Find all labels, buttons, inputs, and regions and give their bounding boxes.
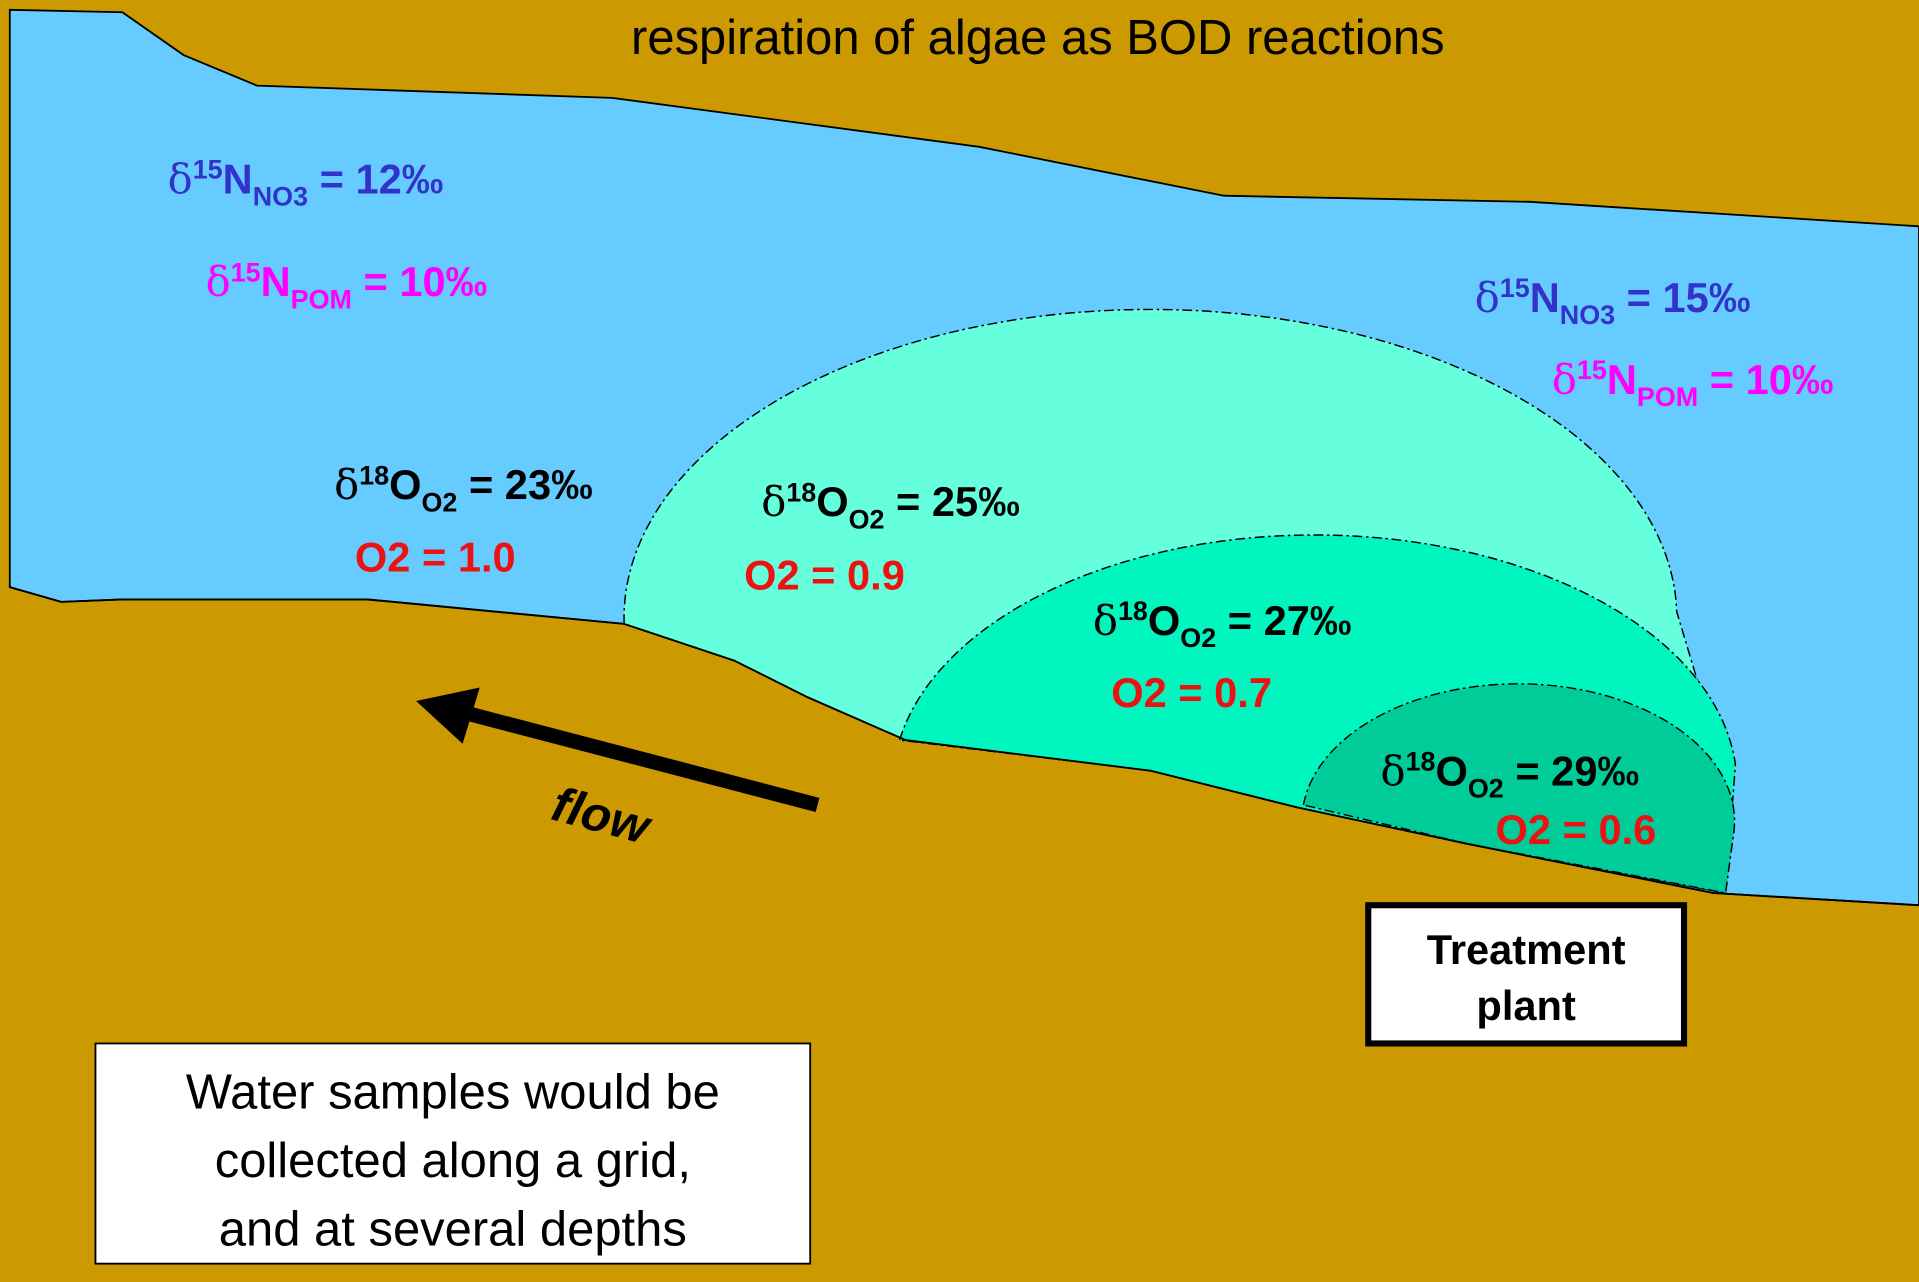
plume-inner — [1302, 683, 1736, 894]
value: = 23‰ — [457, 461, 592, 508]
delta: δ — [334, 460, 359, 509]
superscript: 18 — [1118, 596, 1148, 626]
note-text: and at several depths — [219, 1202, 687, 1256]
base: N — [1607, 356, 1637, 403]
note-text: collected along a grid, — [215, 1134, 691, 1188]
base: N — [1530, 274, 1560, 321]
isotope-label: δ15NNO3 = 12‰ — [168, 154, 444, 211]
base: O — [389, 461, 421, 508]
isotope-label: δ18OO2 = 25‰ — [761, 477, 1020, 534]
flow-arrow-head — [416, 687, 480, 744]
riverbed — [9, 586, 1919, 907]
base: O — [1148, 597, 1180, 644]
superscript: 15 — [193, 155, 223, 185]
oxygen-label: O2 = 0.6 — [1496, 806, 1657, 853]
superscript: 15 — [231, 257, 261, 287]
treatment-box — [1365, 902, 1688, 1047]
superscript: 18 — [786, 478, 816, 508]
value: = 29‰ — [1504, 747, 1639, 794]
treatment-text: Treatment — [1427, 926, 1626, 973]
value: = 15‰ — [1615, 274, 1750, 321]
base: O — [1436, 747, 1468, 794]
superscript: 18 — [359, 460, 389, 490]
subscript: O2 — [421, 487, 457, 517]
delta: δ — [1093, 596, 1118, 645]
delta: δ — [1381, 746, 1406, 795]
subscript: O2 — [849, 504, 885, 534]
superscript: 15 — [1577, 355, 1607, 385]
treatment-text: plant — [1476, 982, 1576, 1029]
superscript: 15 — [1500, 273, 1530, 303]
subscript: O2 — [1180, 623, 1216, 653]
isotope-label: δ18OO2 = 29‰ — [1381, 746, 1640, 803]
isotope-label: δ18OO2 = 27‰ — [1093, 596, 1352, 653]
labels: δ15NNO3 = 12‰δ15NPOM = 10‰ δ15NNO3 = 15‰δ… — [168, 154, 1834, 853]
oxygen-label: O2 = 0.7 — [1111, 669, 1272, 716]
value: = 10‰ — [352, 258, 487, 305]
delta: δ — [206, 257, 231, 306]
delta: δ — [761, 477, 786, 526]
subscript: POM — [1637, 382, 1698, 412]
subscript: POM — [291, 284, 352, 314]
delta: δ — [1475, 273, 1500, 322]
delta: δ — [168, 154, 193, 203]
isotope-label: δ15NPOM = 10‰ — [1552, 355, 1834, 412]
subscript: NO3 — [253, 182, 308, 212]
value: = 27‰ — [1216, 597, 1351, 644]
isotope-label: δ18OO2 = 23‰ — [334, 460, 593, 517]
value: = 10‰ — [1698, 356, 1833, 403]
subscript: O2 — [1468, 774, 1504, 804]
value: = 25‰ — [885, 478, 1020, 525]
oxygen-label: O2 = 1.0 — [355, 533, 516, 580]
base: O — [816, 478, 848, 525]
isotope-label: δ15NNO3 = 15‰ — [1475, 273, 1751, 330]
title: respiration of algae as BOD reactions — [631, 11, 1445, 65]
flow-arrow — [469, 707, 820, 813]
superscript: 18 — [1406, 747, 1436, 777]
base: N — [223, 155, 253, 202]
oxygen-label: O2 = 0.9 — [744, 552, 905, 599]
note-text: Water samples would be — [186, 1065, 720, 1119]
delta: δ — [1552, 355, 1577, 404]
isotope-label: δ15NPOM = 10‰ — [206, 257, 488, 314]
value: = 12‰ — [308, 155, 443, 202]
subscript: NO3 — [1560, 300, 1615, 330]
base: N — [261, 258, 291, 305]
note-box — [94, 1042, 812, 1265]
